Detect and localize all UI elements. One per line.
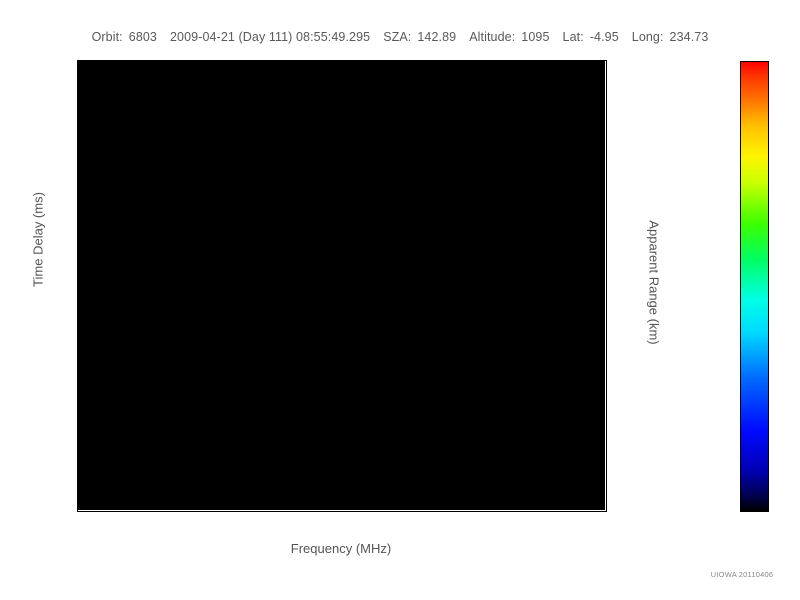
lat-label: Lat: [562, 30, 584, 44]
header-metadata-bar: Orbit: 6803 2009-04-21 (Day 111) 08:55:49.… [0, 30, 800, 44]
long-label: Long: [631, 30, 664, 44]
observation-datetime: 2009-04-21 (Day 111) 08:55:49.295 [169, 30, 371, 44]
altitude-label: Altitude: [469, 30, 516, 44]
altitude-value: 1095 [521, 30, 550, 44]
spectrogram-heatmap [77, 60, 605, 510]
sza-value: 142.89 [417, 30, 457, 44]
colorbar [740, 61, 769, 512]
y-axis-right-title: Apparent Range (km) [646, 220, 662, 345]
sza-label: SZA: [383, 30, 412, 44]
x-axis-title: Frequency (MHz) [290, 541, 392, 556]
colorbar-gradient [740, 61, 769, 512]
lat-value: -4.95 [589, 30, 619, 44]
credit-label: UIOWA 20110406 [710, 570, 774, 579]
orbit-label: Orbit: [91, 30, 123, 44]
orbit-value: 6803 [128, 30, 157, 44]
spectrogram-plot-area [77, 60, 605, 510]
long-value: 234.73 [669, 30, 709, 44]
y-axis-left-title: Time Delay (ms) [30, 192, 46, 287]
